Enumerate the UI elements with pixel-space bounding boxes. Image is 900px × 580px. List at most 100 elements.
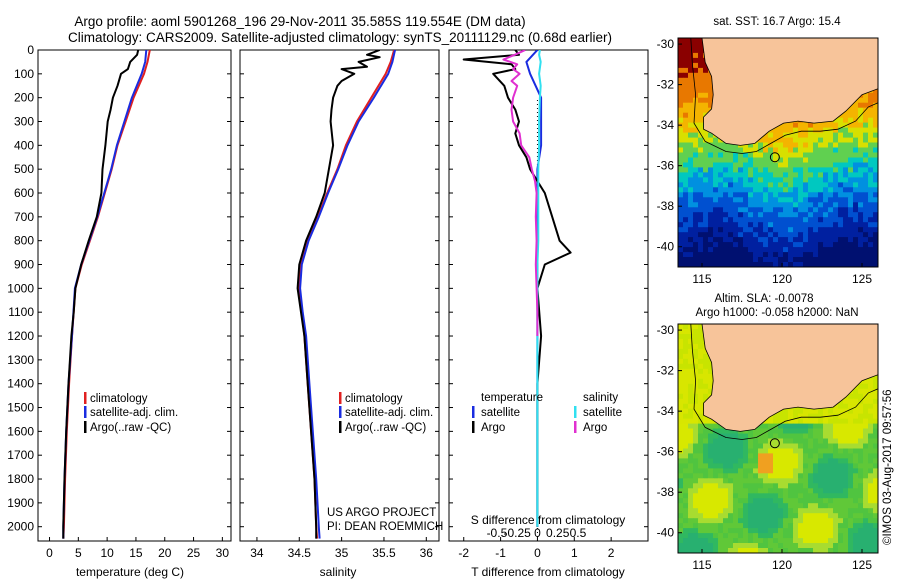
map-cell — [678, 363, 684, 370]
map-cell — [873, 182, 878, 188]
map-cell — [868, 413, 874, 419]
map-cell — [868, 127, 874, 133]
map-cell — [733, 192, 739, 198]
map-cell — [808, 177, 814, 183]
map-cell — [708, 237, 714, 243]
map-cell — [758, 423, 764, 429]
map-cell — [723, 483, 729, 489]
map-cell — [853, 177, 859, 183]
map-cell — [768, 513, 774, 519]
map-cell — [698, 338, 704, 345]
map-cell — [753, 227, 759, 233]
map-cell — [723, 167, 729, 173]
map-cell — [698, 227, 704, 233]
map-cell — [868, 202, 874, 208]
map-cell — [758, 458, 764, 464]
map-cell — [863, 448, 869, 454]
map-cell — [783, 197, 789, 203]
map-cell — [798, 172, 804, 178]
map-cell — [693, 403, 699, 410]
map-cell — [733, 152, 739, 158]
map-cell — [858, 247, 864, 253]
map-cell — [698, 523, 704, 529]
map-cell — [733, 503, 739, 509]
map-cell — [688, 508, 694, 514]
map-cell — [758, 503, 764, 509]
map-cell — [698, 343, 704, 350]
map-cell — [868, 473, 874, 479]
map-cell — [723, 538, 729, 544]
map-cell — [848, 232, 854, 238]
map-cell — [723, 468, 729, 474]
map-cell — [708, 262, 714, 267]
map-cell — [698, 329, 704, 335]
map-cell — [723, 207, 729, 213]
map-cell — [703, 458, 709, 464]
map-cell — [678, 147, 684, 153]
map-cell — [863, 217, 869, 223]
map-cell — [773, 483, 779, 489]
map-cell — [803, 262, 809, 267]
map-cell — [728, 493, 734, 499]
map-cell — [758, 197, 764, 203]
map-cell — [873, 533, 878, 539]
map-cell — [718, 488, 724, 494]
map-cell — [733, 523, 739, 529]
map-cell — [698, 117, 704, 124]
map-cell — [818, 538, 824, 544]
map-cell — [848, 227, 854, 233]
map-cell — [858, 548, 864, 553]
map-cell — [723, 528, 729, 534]
map-cell — [678, 82, 684, 89]
map-cell — [813, 192, 819, 198]
map-cell — [783, 232, 789, 238]
map-cell — [863, 147, 869, 153]
map-cell — [818, 478, 824, 484]
x-tick-label: 2 — [608, 546, 615, 560]
map-cell — [783, 257, 789, 263]
map-cell — [688, 478, 694, 484]
map-cell — [858, 468, 864, 474]
map-cell — [703, 348, 709, 355]
map-cell — [778, 493, 784, 499]
map-cell — [788, 222, 794, 228]
map-cell — [858, 513, 864, 519]
map-cell — [868, 232, 874, 238]
map-cell — [683, 72, 689, 79]
map-cell — [738, 157, 744, 163]
map-cell — [733, 157, 739, 163]
map-cell — [713, 443, 719, 449]
map-cell — [848, 533, 854, 539]
map-cell — [688, 483, 694, 489]
depth-tick-label: 200 — [14, 91, 34, 105]
map-cell — [738, 508, 744, 514]
temperature-axes — [37, 49, 232, 542]
map-cell — [763, 157, 769, 163]
map-cell — [683, 453, 689, 459]
map-cell — [723, 518, 729, 524]
map-cell — [833, 212, 839, 218]
map-cell — [708, 383, 714, 390]
map-cell — [758, 202, 764, 208]
map-cell — [778, 182, 784, 188]
map-cell — [813, 478, 819, 484]
map-cell — [733, 518, 739, 524]
map-cell — [728, 543, 734, 549]
map-cell — [873, 242, 878, 248]
map-cell — [838, 468, 844, 474]
map-cell — [708, 147, 714, 153]
map-cell — [843, 137, 849, 143]
map-cell — [688, 87, 694, 94]
map-cell — [838, 518, 844, 524]
map-cell — [818, 423, 824, 429]
map-cell — [828, 533, 834, 539]
map-cell — [768, 137, 774, 143]
map-cell — [688, 528, 694, 534]
map-cell — [713, 543, 719, 549]
map-cell — [693, 242, 699, 248]
map-cell — [698, 157, 704, 163]
map-cell — [733, 142, 739, 148]
map-cell — [838, 162, 844, 168]
map-cell — [808, 488, 814, 494]
map-cell — [788, 428, 794, 434]
